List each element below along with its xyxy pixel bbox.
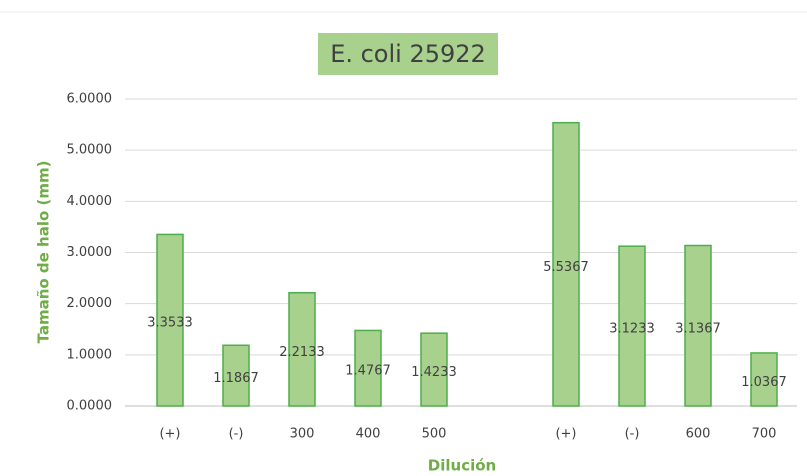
y-tick-label: 2.0000 bbox=[67, 296, 113, 311]
data-label: 3.1233 bbox=[609, 322, 655, 337]
x-tick-label: 300 bbox=[290, 427, 315, 442]
x-tick-label: 700 bbox=[752, 427, 777, 442]
y-tick-label: 1.0000 bbox=[67, 347, 113, 362]
y-tick-label: 0.0000 bbox=[67, 399, 113, 414]
data-label: 2.2133 bbox=[279, 345, 325, 360]
x-tick-label: 500 bbox=[422, 427, 447, 442]
y-tick-label: 5.0000 bbox=[67, 143, 113, 158]
bar bbox=[618, 245, 646, 407]
bar bbox=[222, 344, 250, 407]
y-tick-label: 3.0000 bbox=[67, 245, 113, 260]
bar bbox=[750, 352, 778, 407]
x-axis-label: Dilución bbox=[428, 457, 496, 475]
x-tick-label: (+) bbox=[555, 427, 576, 442]
y-tick-label: 6.0000 bbox=[67, 92, 113, 107]
chart-title: E. coli 25922 bbox=[330, 40, 486, 68]
data-label: 1.4767 bbox=[345, 364, 391, 379]
data-label: 1.4233 bbox=[411, 365, 457, 380]
bar bbox=[354, 329, 382, 407]
bar bbox=[288, 292, 316, 407]
x-tick-label: (+) bbox=[159, 427, 180, 442]
x-tick-label: (-) bbox=[229, 427, 244, 442]
data-label: 5.5367 bbox=[543, 260, 589, 275]
title-box bbox=[318, 33, 498, 75]
x-tick-label: 400 bbox=[356, 427, 381, 442]
y-tick-label: 4.0000 bbox=[67, 194, 113, 209]
x-tick-label: 600 bbox=[686, 427, 711, 442]
y-axis-label: Tamaño de halo (mm) bbox=[35, 161, 53, 344]
bar bbox=[156, 233, 184, 407]
data-label: 1.0367 bbox=[741, 375, 787, 390]
bar bbox=[420, 332, 448, 407]
data-label: 3.3533 bbox=[147, 316, 193, 331]
data-label: 1.1867 bbox=[213, 371, 259, 386]
bar bbox=[552, 121, 580, 407]
data-label: 3.1367 bbox=[675, 321, 721, 336]
bar bbox=[684, 244, 712, 407]
x-tick-label: (-) bbox=[625, 427, 640, 442]
